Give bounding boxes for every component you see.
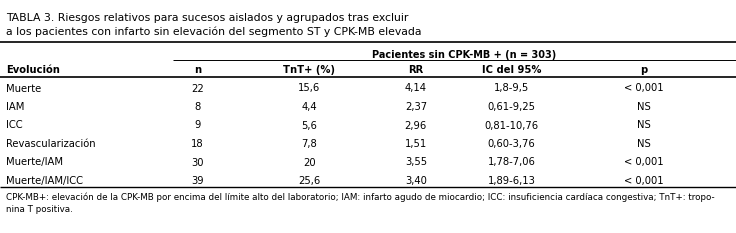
Text: < 0,001: < 0,001: [624, 158, 664, 168]
Text: NS: NS: [637, 139, 651, 149]
Text: 4,14: 4,14: [405, 83, 427, 93]
Text: TABLA 3. Riesgos relativos para sucesos aislados y agrupados tras excluir: TABLA 3. Riesgos relativos para sucesos …: [6, 13, 408, 23]
Text: ICC: ICC: [6, 120, 23, 130]
Text: Muerte/IAM: Muerte/IAM: [6, 158, 63, 168]
Text: Muerte: Muerte: [6, 83, 41, 93]
Text: 18: 18: [191, 139, 204, 149]
Text: 4,4: 4,4: [301, 102, 317, 112]
Text: 1,78-7,06: 1,78-7,06: [487, 158, 536, 168]
Text: 7,8: 7,8: [301, 139, 317, 149]
Text: a los pacientes con infarto sin elevación del segmento ST y CPK-MB elevada: a los pacientes con infarto sin elevació…: [6, 26, 422, 37]
Text: 2,37: 2,37: [405, 102, 427, 112]
Text: NS: NS: [637, 102, 651, 112]
Text: 1,8-9,5: 1,8-9,5: [494, 83, 529, 93]
Text: 3,40: 3,40: [405, 176, 427, 186]
Text: 0,81-10,76: 0,81-10,76: [484, 120, 539, 130]
Text: NS: NS: [637, 120, 651, 130]
Text: < 0,001: < 0,001: [624, 83, 664, 93]
Text: 25,6: 25,6: [298, 176, 320, 186]
Text: 15,6: 15,6: [298, 83, 320, 93]
Text: Revascularización: Revascularización: [6, 139, 96, 149]
Text: 3,55: 3,55: [405, 158, 427, 168]
Text: 0,60-3,76: 0,60-3,76: [488, 139, 535, 149]
Text: 8: 8: [194, 102, 200, 112]
Text: Muerte/IAM/ICC: Muerte/IAM/ICC: [6, 176, 83, 186]
Text: 20: 20: [302, 158, 316, 168]
Text: 39: 39: [191, 176, 204, 186]
Text: Pacientes sin CPK-MB + (n = 303): Pacientes sin CPK-MB + (n = 303): [372, 50, 556, 60]
Text: 2,96: 2,96: [405, 120, 427, 130]
Text: IAM: IAM: [6, 102, 24, 112]
Text: 1,51: 1,51: [405, 139, 427, 149]
Text: p: p: [640, 65, 648, 75]
Text: RR: RR: [408, 65, 423, 75]
Text: 5,6: 5,6: [301, 120, 317, 130]
Text: 22: 22: [191, 83, 204, 93]
Text: IC del 95%: IC del 95%: [482, 65, 541, 75]
Text: 0,61-9,25: 0,61-9,25: [487, 102, 536, 112]
Text: < 0,001: < 0,001: [624, 176, 664, 186]
Text: n: n: [194, 65, 201, 75]
Text: 30: 30: [191, 158, 203, 168]
Text: TnT+ (%): TnT+ (%): [283, 65, 335, 75]
Text: CPK-MB+: elevación de la CPK-MB por encima del límite alto del laboratorio; IAM:: CPK-MB+: elevación de la CPK-MB por enci…: [6, 192, 715, 202]
Text: 9: 9: [194, 120, 200, 130]
Text: 1,89-6,13: 1,89-6,13: [487, 176, 536, 186]
Text: Evolución: Evolución: [6, 65, 60, 75]
Text: nina T positiva.: nina T positiva.: [6, 205, 73, 214]
